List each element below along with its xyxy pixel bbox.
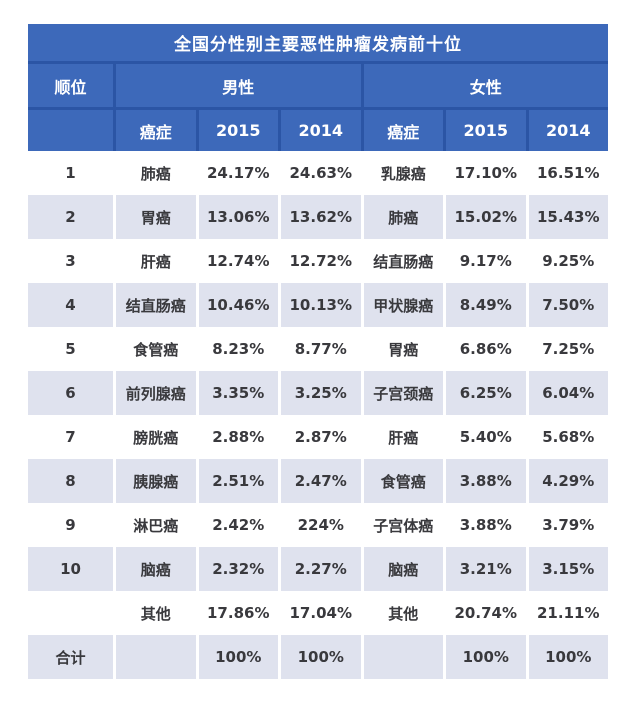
rank-cell: 2 [28, 195, 113, 239]
rank-cell: 6 [28, 371, 113, 415]
female-2014-cell: 3.79% [542, 516, 595, 534]
table-header: 顺位 男性 女性 癌症 2015 2014 癌症 2015 2014 [28, 64, 608, 151]
male-2014-cell: 2.47% [281, 459, 361, 503]
rank-cell: 4 [28, 283, 113, 327]
male-2014-cell: 224% [297, 516, 344, 534]
female-cancer-cell: 肝癌 [388, 428, 419, 447]
column-header-female-group: 女性 [363, 64, 608, 107]
female-2014-cell: 16.51% [537, 164, 600, 182]
rank-cell: 10 [28, 547, 113, 591]
female-cancer-cell: 肺癌 [363, 195, 443, 239]
male-cancer-cell: 肺癌 [140, 164, 171, 183]
female-2014-cell: 7.50% [528, 283, 608, 327]
female-cancer-cell: 子宫体癌 [373, 516, 434, 535]
female-2014-cell: 6.04% [528, 371, 608, 415]
female-2014-cell: 15.43% [528, 195, 608, 239]
female-2014-cell: 7.25% [542, 340, 595, 358]
rank-cell: 8 [28, 459, 113, 503]
male-2015-cell: 2.88% [212, 428, 265, 446]
male-cancer-cell: 胃癌 [116, 195, 196, 239]
female-2015-cell: 15.02% [446, 195, 526, 239]
female-2014-cell: 100% [528, 635, 608, 679]
male-2014-cell: 12.72% [289, 252, 352, 270]
column-header-male-cancer: 癌症 [116, 110, 196, 151]
female-cancer-cell: 乳腺癌 [380, 164, 426, 183]
male-cancer-cell: 食管癌 [133, 340, 179, 359]
male-2014-cell: 2.87% [294, 428, 347, 446]
column-header-male-2015: 2015 [198, 110, 278, 151]
rank-cell: 1 [65, 164, 76, 182]
male-2015-cell: 100% [198, 635, 278, 679]
male-cancer-cell: 其他 [140, 604, 171, 623]
female-2015-cell: 17.10% [454, 164, 517, 182]
female-2014-cell: 3.15% [528, 547, 608, 591]
male-2015-cell: 8.23% [212, 340, 265, 358]
male-2014-cell: 3.25% [281, 371, 361, 415]
rank-cell: 合计 [28, 635, 113, 679]
male-cancer-cell: 膀胱癌 [133, 428, 179, 447]
male-cancer-cell: 前列腺癌 [116, 371, 196, 415]
male-2014-cell: 10.13% [281, 283, 361, 327]
female-2015-cell: 6.25% [446, 371, 526, 415]
column-header-female-2015: 2015 [446, 110, 526, 151]
male-cancer-cell: 淋巴癌 [133, 516, 179, 535]
rank-cell: 9 [65, 516, 76, 534]
female-2015-cell: 6.86% [459, 340, 512, 358]
male-2014-cell: 8.77% [294, 340, 347, 358]
male-2015-cell: 17.86% [207, 604, 270, 622]
male-cancer-cell: 胰腺癌 [116, 459, 196, 503]
male-cancer-cell [116, 635, 196, 679]
female-2014-cell: 4.29% [528, 459, 608, 503]
male-2014-cell: 17.04% [289, 604, 352, 622]
column-header-rank-spacer [28, 110, 113, 151]
male-2015-cell: 10.46% [198, 283, 278, 327]
male-cancer-cell: 脑癌 [116, 547, 196, 591]
male-2014-cell: 13.62% [281, 195, 361, 239]
female-2014-cell: 9.25% [542, 252, 595, 270]
male-2015-cell: 2.32% [198, 547, 278, 591]
male-2015-cell: 12.74% [207, 252, 270, 270]
male-2014-cell: 100% [281, 635, 361, 679]
table-title: 全国分性别主要恶性肿瘤发病前十位 [28, 24, 608, 64]
male-2015-cell: 3.35% [198, 371, 278, 415]
female-2015-cell: 9.17% [459, 252, 512, 270]
female-cancer-cell: 子宫颈癌 [363, 371, 443, 415]
male-cancer-cell: 结直肠癌 [116, 283, 196, 327]
female-2015-cell: 8.49% [446, 283, 526, 327]
female-2014-cell: 21.11% [537, 604, 600, 622]
female-2015-cell: 3.21% [446, 547, 526, 591]
female-cancer-cell: 结直肠癌 [373, 252, 434, 271]
male-2014-cell: 24.63% [289, 164, 352, 182]
column-header-female-2014: 2014 [528, 110, 608, 151]
female-cancer-cell: 脑癌 [363, 547, 443, 591]
cancer-incidence-table: 全国分性别主要恶性肿瘤发病前十位 顺位 男性 女性 癌症 2015 2014 癌… [28, 24, 608, 679]
rank-cell [28, 591, 113, 635]
male-2015-cell: 24.17% [207, 164, 270, 182]
rank-cell: 3 [65, 252, 76, 270]
female-2015-cell: 3.88% [459, 516, 512, 534]
female-2015-cell: 100% [446, 635, 526, 679]
column-header-female-cancer: 癌症 [363, 110, 443, 151]
male-2015-cell: 13.06% [198, 195, 278, 239]
column-header-rank: 顺位 [28, 64, 113, 107]
female-2015-cell: 5.40% [459, 428, 512, 446]
male-2015-cell: 2.51% [198, 459, 278, 503]
rank-cell: 7 [65, 428, 76, 446]
female-2014-cell: 5.68% [542, 428, 595, 446]
female-2015-cell: 3.88% [446, 459, 526, 503]
male-2015-cell: 2.42% [212, 516, 265, 534]
female-cancer-cell: 其他 [388, 604, 419, 623]
female-cancer-cell: 食管癌 [363, 459, 443, 503]
female-cancer-cell: 胃癌 [388, 340, 419, 359]
table-body: 1 肺癌 24.17% 24.63% 乳腺癌 17.10% 16.51% 2 胃… [28, 151, 608, 679]
column-header-male-group: 男性 [116, 64, 361, 107]
male-cancer-cell: 肝癌 [140, 252, 171, 271]
male-2014-cell: 2.27% [281, 547, 361, 591]
rank-cell: 5 [65, 340, 76, 358]
female-2015-cell: 20.74% [454, 604, 517, 622]
female-cancer-cell: 甲状腺癌 [363, 283, 443, 327]
column-header-male-2014: 2014 [281, 110, 361, 151]
female-cancer-cell [363, 635, 443, 679]
